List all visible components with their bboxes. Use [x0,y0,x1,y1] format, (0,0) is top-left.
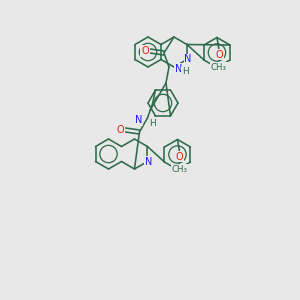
Text: CH₃: CH₃ [172,165,188,174]
Text: N: N [145,157,152,166]
Text: N: N [135,115,142,125]
Text: O: O [141,46,149,56]
Text: N: N [184,55,192,64]
Text: O: O [117,125,124,135]
Text: N: N [175,64,182,74]
Text: H: H [182,68,189,76]
Text: O: O [176,152,183,161]
Text: CH₃: CH₃ [211,63,227,72]
Text: O: O [215,50,223,59]
Text: H: H [149,118,156,127]
